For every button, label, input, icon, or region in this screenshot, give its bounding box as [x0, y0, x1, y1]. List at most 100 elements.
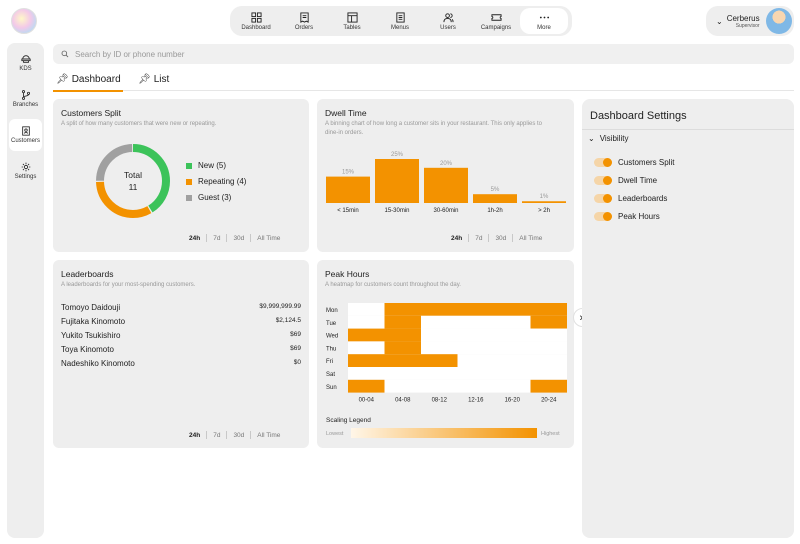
customer-spend: $9,999,999.99	[259, 303, 301, 310]
sidebar-item-label: Customers	[10, 138, 40, 144]
heatmap-cell	[384, 367, 421, 380]
heatmap-cell	[384, 379, 421, 393]
heatmap-cell	[348, 341, 385, 355]
sidebar-item-kds[interactable]: KDS	[9, 47, 42, 79]
heatmap-cell	[421, 341, 458, 355]
toggle-label: Leaderboards	[618, 194, 668, 203]
heatmap-cell	[494, 367, 531, 380]
toggle-dwell-time[interactable]	[594, 176, 612, 185]
users-icon	[442, 12, 454, 22]
tab-label: Dashboard	[71, 74, 121, 85]
range-all-time[interactable]: All Time	[257, 431, 281, 439]
heatmap-cell	[421, 354, 458, 367]
heatmap-cell	[384, 341, 421, 355]
sidebar-item-settings[interactable]: Settings	[9, 155, 42, 187]
dwell-bar	[522, 201, 566, 203]
heatmap-col-label: 16-20	[505, 398, 521, 404]
heatmap-cell	[348, 379, 385, 393]
customer-spend: $2,124.5	[275, 317, 301, 324]
range-7d[interactable]: 7d	[475, 234, 483, 242]
nav-dashboard[interactable]: Dashboard	[232, 8, 280, 34]
heatmap-row-label: Fri	[326, 359, 333, 365]
dashboard-settings-panel: Dashboard Settings ⌄ Visibility Customer…	[582, 99, 794, 538]
heatmap-cell	[348, 354, 385, 367]
leaderboards-card: Leaderboards A leaderboards for your mos…	[53, 260, 309, 448]
dwell-bar	[473, 194, 517, 203]
leaderboard-row[interactable]: Fujitaka Kinomoto $2,124.5	[61, 317, 301, 326]
nav-label: Orders	[294, 24, 314, 31]
scaling-legend-low: Lowest	[326, 431, 344, 437]
heatmap-cell	[494, 303, 531, 316]
menus-icon	[395, 11, 405, 23]
active-tab-indicator	[53, 90, 123, 92]
dwell-category-label: 1h-2h	[487, 208, 502, 214]
campaigns-icon	[490, 13, 502, 21]
section-label: Visibility	[599, 134, 629, 143]
leaderboard-row[interactable]: Tomoyo Daidouji $9,999,999.99	[61, 303, 301, 312]
heatmap-cell	[530, 354, 567, 367]
toggle-peak-hours[interactable]	[594, 212, 612, 221]
search-icon	[61, 50, 69, 58]
sidebar-item-customers[interactable]: Customers	[9, 119, 42, 151]
branches-icon	[21, 90, 30, 100]
user-menu[interactable]: ⌄ Cerberus Supervisor	[706, 6, 794, 36]
nav-campaigns[interactable]: Campaigns	[472, 8, 520, 34]
nav-users[interactable]: Users	[424, 8, 472, 34]
nav-orders[interactable]: Orders	[280, 8, 328, 34]
leaderboard-row[interactable]: Toya Kinomoto $69	[61, 345, 301, 354]
range-7d[interactable]: 7d	[213, 431, 221, 439]
toggle-leaderboards[interactable]	[594, 194, 612, 203]
heatmap-col-label: 12-16	[468, 398, 484, 404]
search-input[interactable]	[75, 49, 475, 59]
scaling-legend-title: Scaling Legend	[326, 417, 371, 424]
avatar[interactable]	[766, 8, 792, 34]
chevron-down-icon: ⌄	[588, 134, 595, 143]
range-24h[interactable]: 24h	[451, 234, 463, 242]
range-30d[interactable]: 30d	[233, 234, 245, 242]
range-24h[interactable]: 24h	[189, 431, 201, 439]
legend-swatch	[186, 178, 192, 185]
legend-item-guest: Guest (3)	[186, 193, 231, 202]
legend-swatch	[186, 194, 192, 201]
nav-label: Users	[440, 24, 456, 31]
dwell-category-label: < 15min	[337, 208, 359, 214]
range-30d[interactable]: 30d	[495, 234, 507, 242]
card-subtitle: A binning chart of how long a customer s…	[325, 121, 543, 136]
sidebar: KDS Branches Customers Settings	[7, 43, 44, 538]
toggle-customers-split[interactable]	[594, 158, 612, 167]
heatmap-cell	[457, 354, 494, 367]
heatmap-cell	[348, 328, 385, 342]
nav-tables[interactable]: Tables	[328, 8, 376, 34]
range-all-time[interactable]: All Time	[257, 234, 281, 242]
range-24h[interactable]: 24h	[189, 234, 201, 242]
dwell-value-label: 25%	[391, 152, 404, 158]
dashboard-icon	[250, 11, 262, 23]
dwell-time-bar-chart: 15% < 15min 25% 15-30min 20% 30-60min 5% 1h-2h 1…	[326, 152, 566, 214]
range-30d[interactable]: 30d	[233, 431, 245, 439]
visibility-section-toggle[interactable]: ⌄ Visibility	[588, 134, 628, 143]
nav-menus[interactable]: Menus	[376, 8, 424, 34]
legend-item-new: New (5)	[186, 161, 226, 170]
dwell-category-label: > 2h	[538, 208, 550, 214]
nav-more[interactable]: More	[520, 8, 568, 34]
toggle-label: Peak Hours	[618, 212, 660, 221]
card-title: Dwell Time	[325, 108, 367, 118]
sidebar-item-label: Settings	[14, 174, 37, 180]
leaderboard-row[interactable]: Yukito Tsukishiro $69	[61, 331, 301, 340]
toggle-label: Customers Split	[618, 158, 675, 167]
tab-dashboard[interactable]: 📌︎ Dashboard	[56, 74, 121, 85]
card-title: Leaderboards	[61, 269, 114, 279]
leaderboard-row[interactable]: Nadeshiko Kinomoto $0	[61, 359, 301, 368]
card-title: Customers Split	[61, 108, 121, 118]
range-7d[interactable]: 7d	[213, 234, 221, 242]
range-all-time[interactable]: All Time	[519, 234, 543, 242]
heatmap-cell	[384, 328, 421, 342]
heatmap-cell	[348, 367, 385, 380]
heatmap-cell	[494, 328, 531, 342]
app-logo[interactable]	[11, 8, 37, 34]
tab-list[interactable]: 📌︎ List	[138, 74, 169, 85]
card-subtitle: A heatmap for customers count throughout…	[325, 282, 461, 288]
card-subtitle: A leaderboards for your most-spending cu…	[61, 282, 196, 288]
time-range-selector: 24h 7d 30d All Time	[183, 234, 286, 242]
sidebar-item-branches[interactable]: Branches	[9, 83, 42, 115]
